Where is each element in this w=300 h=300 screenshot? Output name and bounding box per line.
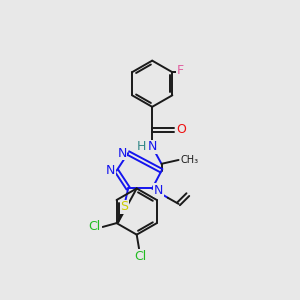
Text: H: H <box>137 140 146 153</box>
Text: N: N <box>106 164 115 177</box>
Text: Cl: Cl <box>89 220 101 233</box>
Text: CH₃: CH₃ <box>181 155 199 165</box>
Text: N: N <box>154 184 163 196</box>
Text: N: N <box>148 140 157 153</box>
Text: Cl: Cl <box>134 250 147 263</box>
Text: F: F <box>176 64 184 77</box>
Text: O: O <box>177 123 187 136</box>
Text: N: N <box>117 146 127 160</box>
Text: S: S <box>120 200 128 213</box>
